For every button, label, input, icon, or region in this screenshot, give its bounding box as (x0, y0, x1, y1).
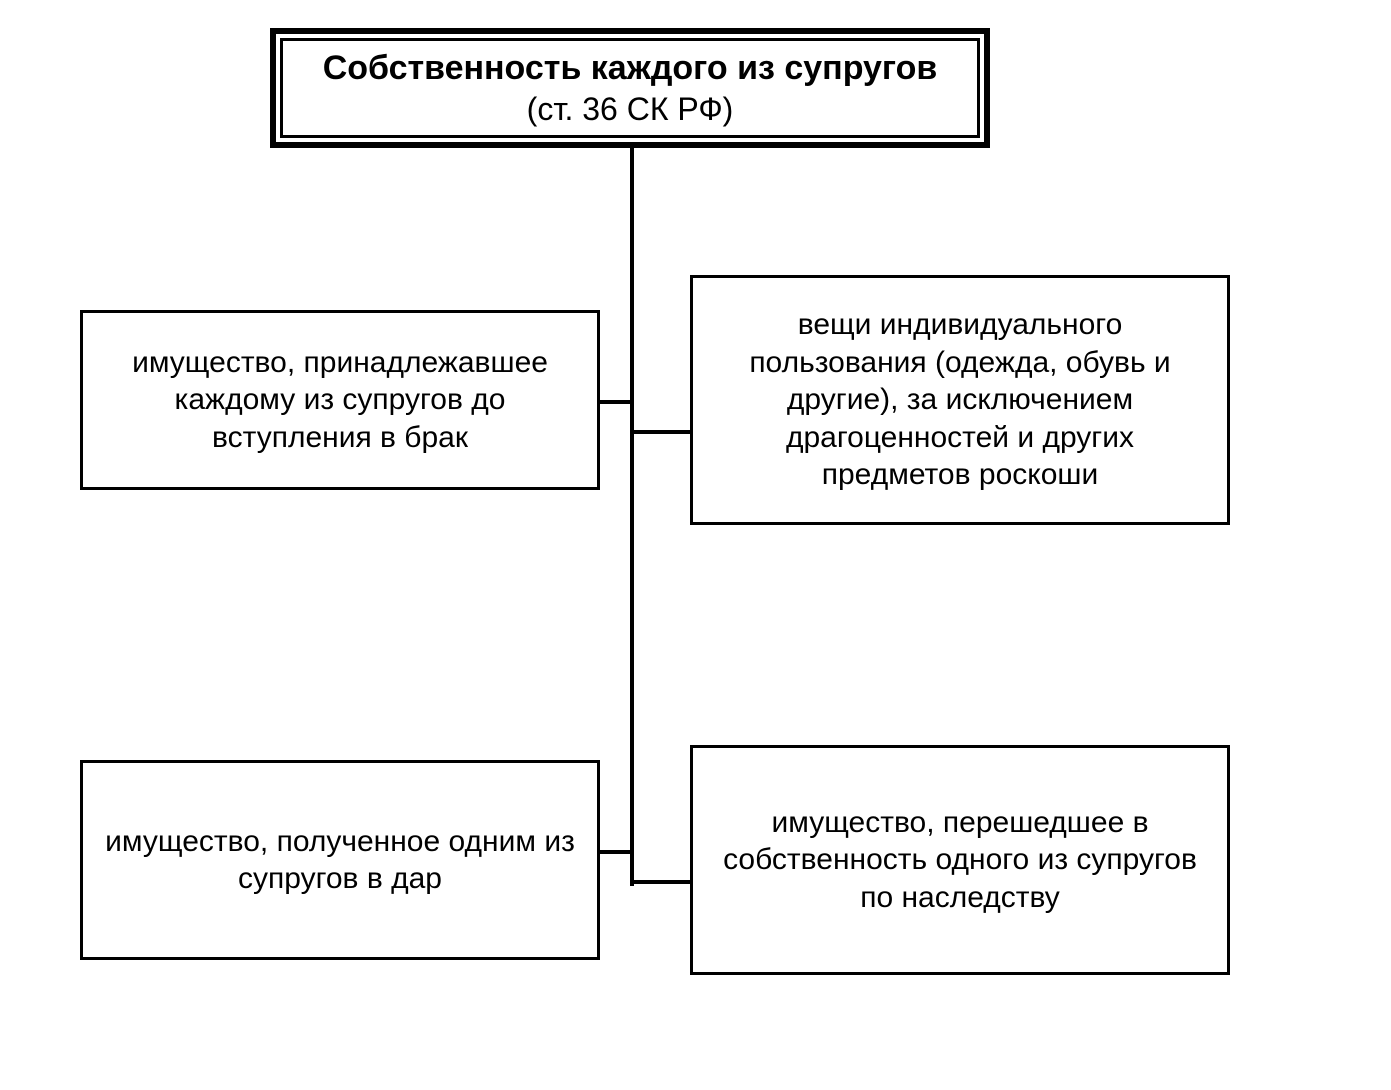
root-node: Собственность каждого из супругов(ст. 36… (270, 28, 990, 148)
root-node-inner: Собственность каждого из супругов(ст. 36… (280, 38, 980, 138)
leaf-node: имущество, полученное одним из супругов … (80, 760, 600, 960)
leaf-node-text: имущество, полученное одним из супругов … (101, 823, 579, 898)
leaf-node-text: вещи индивидуального пользования (одежда… (711, 306, 1209, 494)
root-title: Собственность каждого из супругов (323, 47, 938, 90)
connector-line (630, 148, 634, 886)
connector-line (630, 880, 690, 884)
connector-line (600, 400, 634, 404)
connector-line (600, 850, 634, 854)
connector-line (630, 430, 690, 434)
leaf-node: имущество, перешедшее в собственность од… (690, 745, 1230, 975)
leaf-node-text: имущество, перешедшее в собственность од… (711, 804, 1209, 917)
leaf-node-text: имущество, принадлежавшее каждому из суп… (101, 344, 579, 457)
leaf-node: вещи индивидуального пользования (одежда… (690, 275, 1230, 525)
root-subtitle: (ст. 36 СК РФ) (527, 89, 734, 129)
diagram-canvas: Собственность каждого из супругов(ст. 36… (0, 0, 1391, 1090)
leaf-node: имущество, принадлежавшее каждому из суп… (80, 310, 600, 490)
